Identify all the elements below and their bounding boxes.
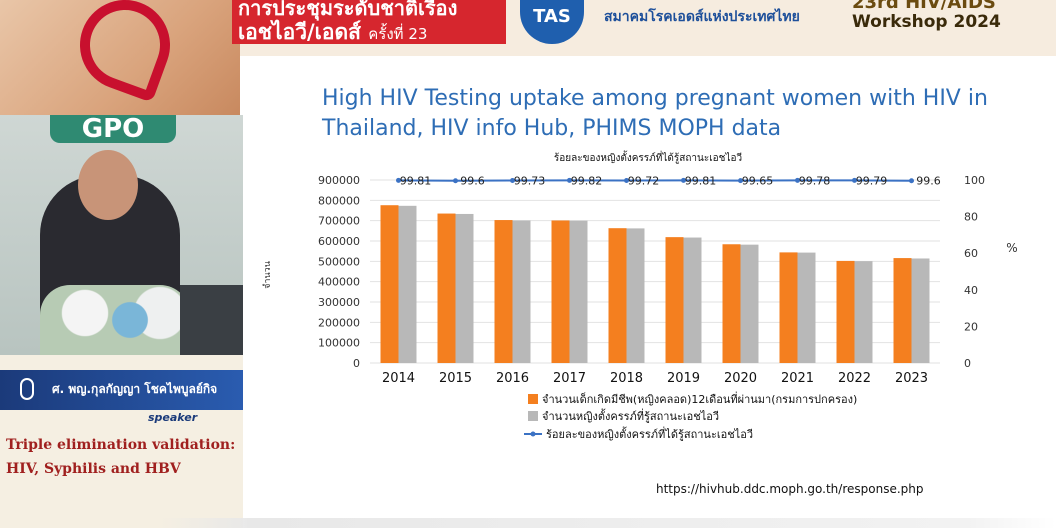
line-data-label: 99.81 (400, 174, 432, 187)
source-url: https://hivhub.ddc.moph.go.th/response.p… (656, 482, 924, 496)
y-right-tick-label: 0 (964, 357, 971, 370)
sponsor-logo-strip (160, 518, 1056, 528)
x-tick-label: 2015 (439, 371, 472, 386)
line-point (852, 177, 857, 183)
bar-tested (683, 237, 702, 363)
line-data-label: 99.81 (685, 174, 717, 187)
bar-tested (626, 228, 645, 363)
line-point (624, 178, 629, 184)
line-data-label: 99.65 (742, 175, 774, 188)
y-right-tick-label: 80 (964, 211, 978, 224)
speaker-name: ศ. พญ.กุลกัญญา โชคไพบูลย์กิจ (52, 382, 218, 396)
line-point (453, 178, 458, 184)
y-right-tick-label: 40 (964, 284, 978, 297)
y-left-tick-label: 400000 (318, 276, 360, 289)
flower-arrangement (40, 285, 190, 355)
speaker-video: GPO (0, 115, 243, 355)
y-right-tick-label: 100 (964, 174, 985, 187)
bar-births (380, 205, 399, 363)
line-data-label: 99.82 (571, 174, 603, 187)
conference-title-main: เอชไอวี/เอดส์ (238, 20, 361, 44)
x-tick-label: 2016 (496, 371, 529, 386)
conference-title-line1: การประชุมระดับชาติเรื่อง (238, 0, 458, 20)
line-point (567, 177, 572, 183)
x-tick-label: 2014 (382, 371, 415, 386)
line-point (510, 177, 515, 183)
x-tick-label: 2021 (781, 371, 814, 386)
y-right-tick-label: 60 (964, 247, 978, 260)
bar-births (722, 244, 741, 363)
bar-births (836, 260, 855, 363)
line-data-label: 99.72 (628, 175, 660, 188)
y-left-tick-label: 500000 (318, 255, 360, 268)
line-point (738, 178, 743, 184)
line-point (795, 177, 800, 183)
association-name: สมาคมโรคเอดส์แห่งประเทศไทย (604, 9, 800, 25)
lectern (180, 285, 243, 355)
y-left-tick-label: 800000 (318, 194, 360, 207)
x-tick-label: 2017 (553, 371, 586, 386)
x-tick-label: 2020 (724, 371, 757, 386)
line-data-label: 99.6 (916, 175, 941, 188)
line-point (909, 178, 914, 184)
y-left-tick-label: 100000 (318, 337, 360, 350)
chart-subtitle: ร้อยละของหญิงตั้งครรภ์ที่ได้รู้สถานะเอชไ… (554, 150, 742, 164)
y-right-axis-label: % (1006, 241, 1017, 255)
y-left-tick-label: 600000 (318, 235, 360, 248)
y-right-tick-label: 20 (964, 320, 978, 333)
bar-tested (740, 244, 759, 363)
workshop-title: Workshop 2024 (852, 12, 1001, 32)
legend-point-percent (530, 431, 536, 437)
bar-tested (797, 252, 816, 363)
legend-label-percent: ร้อยละของหญิงตั้งครรภ์ที่ได้รู้สถานะเอชไ… (546, 426, 753, 441)
bar-births (437, 213, 456, 363)
y-left-tick-label: 0 (353, 357, 360, 370)
bar-tested (911, 258, 930, 363)
legend-swatch-tested (528, 411, 538, 421)
workshop-title-top: 23rd HIV/AIDS (852, 0, 996, 13)
y-left-tick-label: 900000 (318, 174, 360, 187)
bar-tested (455, 213, 474, 363)
legend-label-tested: จำนวนหญิงตั้งครรภ์ที่รู้สถานะเอชไอวี (542, 408, 719, 423)
speaker-name-bar: ศ. พญ.กุลกัญญา โชคไพบูลย์กิจ (0, 370, 243, 410)
line-data-label: 99.79 (856, 174, 888, 187)
bar-births (551, 220, 570, 363)
y-left-axis-label: จำนวน (262, 261, 273, 289)
legend-swatch-births (528, 394, 538, 404)
line-data-label: 99.78 (799, 174, 831, 187)
line-data-label: 99.6 (460, 175, 485, 188)
speaker-role: speaker (148, 411, 198, 424)
slide-title: High HIV Testing uptake among pregnant w… (322, 86, 988, 141)
x-tick-label: 2023 (895, 371, 928, 386)
bar-births (494, 220, 513, 363)
y-left-tick-label: 700000 (318, 215, 360, 228)
y-left-tick-label: 300000 (318, 296, 360, 309)
x-tick-label: 2022 (838, 371, 871, 386)
line-data-label: 99.73 (514, 174, 546, 187)
bar-tested (512, 220, 531, 363)
bar-tested (569, 220, 588, 363)
bar-births (608, 228, 627, 363)
bar-tested (398, 205, 417, 363)
microphone-icon (20, 378, 34, 400)
bar-births (893, 258, 912, 363)
bar-births (665, 237, 684, 363)
x-tick-label: 2019 (667, 371, 700, 386)
bar-births (779, 252, 798, 363)
conference-edition: ครั้งที่ 23 (368, 25, 428, 43)
bar-tested (854, 261, 873, 363)
legend-label-births: จำนวนเด็กเกิดมีชีพ(หญิงคลอด)12เดือนที่ผ่… (542, 391, 857, 406)
hands-ribbon-image (0, 0, 240, 115)
gpo-backdrop-sign: GPO (50, 115, 176, 143)
speaker-head (78, 150, 138, 220)
conference-title-box: การประชุมระดับชาติเรื่อง เอชไอวี/เอดส์ ค… (232, 0, 506, 44)
speaker-panel: GPO ศ. พญ.กุลกัญญา โชคไพบูลย์กิจ speaker… (0, 115, 243, 528)
y-left-tick-label: 200000 (318, 316, 360, 329)
conference-title-line2: เอชไอวี/เอดส์ ครั้งที่ 23 (238, 16, 427, 49)
line-point (681, 177, 686, 183)
talk-title: Triple elimination validation: HIV, Syph… (6, 437, 236, 477)
x-tick-label: 2018 (610, 371, 643, 386)
line-point (396, 177, 401, 183)
